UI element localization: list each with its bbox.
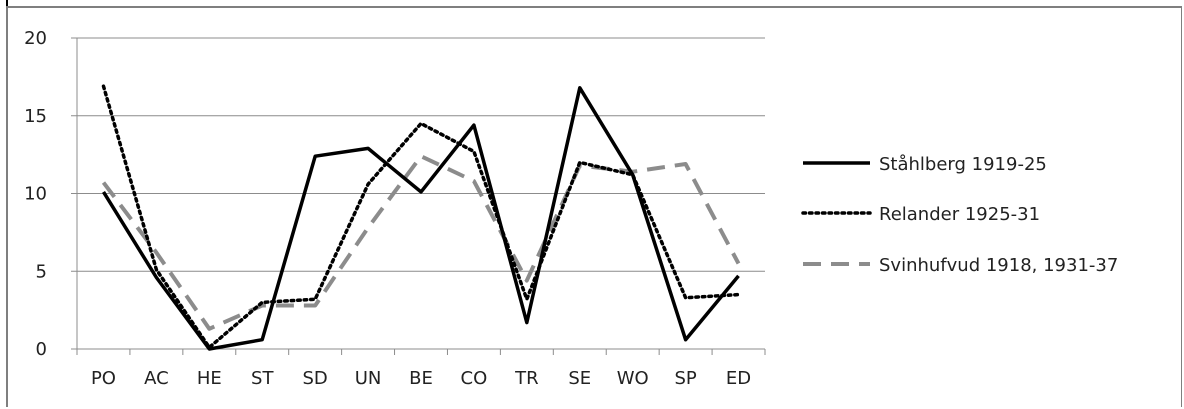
- axis-layer: 0 5 10 15 20 PO AC HE ST SD UN BE CO TR SE WO SP ED: [24, 28, 766, 389]
- x-tick-label-be: BE: [409, 368, 433, 389]
- x-tick-label-un: UN: [355, 368, 382, 389]
- series-line-1: [102, 86, 740, 351]
- x-tick-label-wo: WO: [617, 368, 649, 389]
- y-tick-label: 0: [36, 339, 47, 360]
- x-tick-label-sp: SP: [674, 368, 696, 389]
- series-layer: [101, 84, 741, 351]
- series-line-3: [101, 154, 741, 331]
- x-tick-label-co: CO: [461, 368, 488, 389]
- x-tick-label-po: PO: [91, 368, 116, 389]
- legend-label-2: Relander 1925-31: [879, 204, 1040, 225]
- x-tick-label-se: SE: [568, 368, 591, 389]
- x-tick-label-ed: ED: [726, 368, 751, 389]
- y-tick-label: 10: [24, 184, 47, 205]
- y-tick-label: 20: [24, 28, 47, 49]
- legend: Ståhlberg 1919-25 Relander 1925-31 Svinhuf…: [801, 154, 1118, 276]
- frame-corner-mark: [6, 0, 8, 8]
- series-line-2: [101, 84, 741, 350]
- y-tick-label: 5: [36, 261, 47, 282]
- y-tick-label: 15: [24, 106, 47, 127]
- legend-label-3: Svinhufvud 1918, 1931-37: [879, 255, 1118, 276]
- x-tick-label-tr: TR: [514, 368, 539, 389]
- x-tick-label-ac: AC: [144, 368, 169, 389]
- x-tick-label-he: HE: [197, 368, 222, 389]
- x-tick-label-sd: SD: [303, 368, 328, 389]
- grid-layer: [77, 37, 765, 272]
- legend-label-1: Ståhlberg 1919-25: [879, 154, 1047, 175]
- x-tick-label-st: ST: [251, 368, 274, 389]
